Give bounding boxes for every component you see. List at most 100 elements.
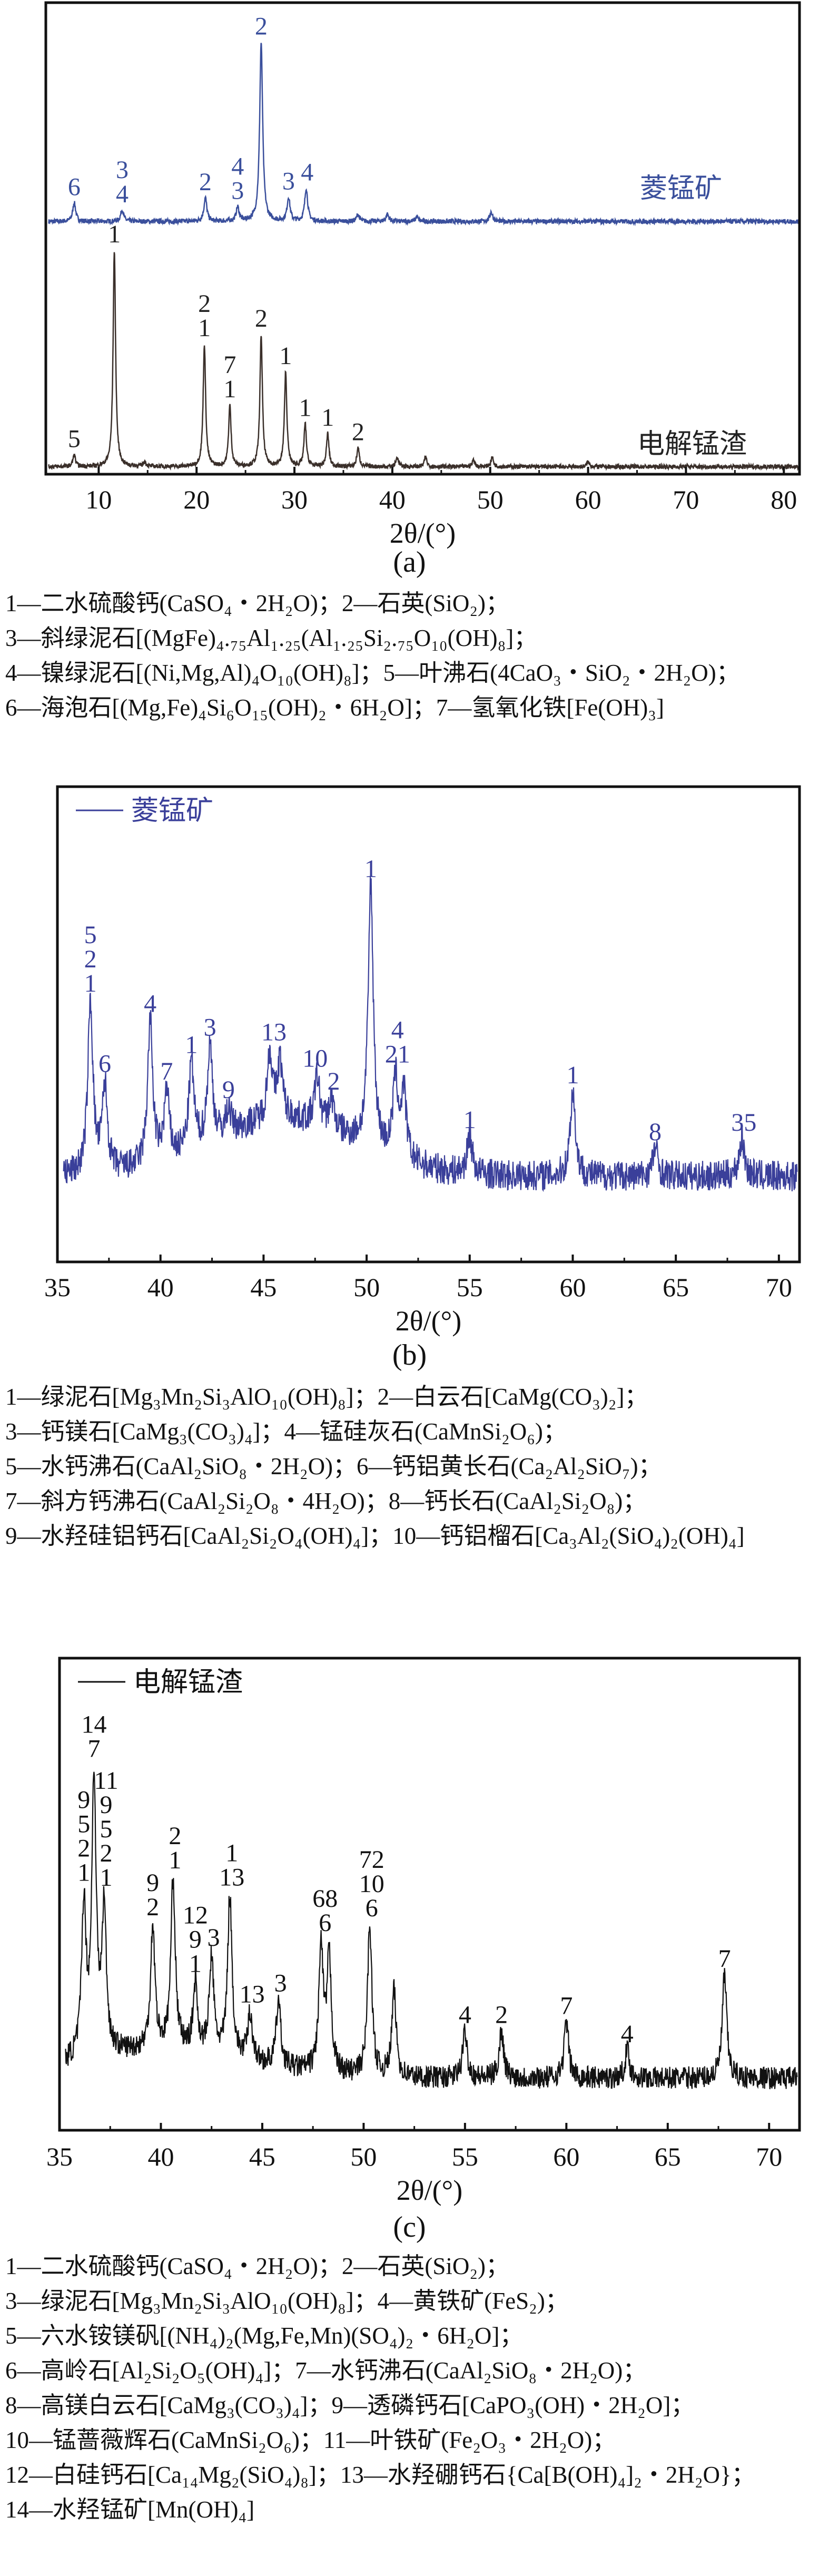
peak-label: 8	[649, 1118, 662, 1146]
series-label: 菱锰矿	[640, 173, 722, 204]
legend-line: 1—绿泥石[Mg₃Mn₂Si₃AlO₁₀(OH)₈]；2—白云石[CaMg(CO…	[5, 1384, 648, 1410]
peak-label: 4	[621, 2020, 634, 2048]
peak-label: 1	[185, 1031, 198, 1059]
x-tick-label: 40	[147, 2142, 174, 2171]
peak-label: 5	[77, 1810, 90, 1838]
peak-label: 2	[198, 290, 211, 318]
peak-label: 1	[225, 1839, 238, 1867]
peak-label: 1	[77, 1858, 90, 1886]
peak-label: 4	[391, 1016, 404, 1044]
peak-label: 1	[198, 314, 211, 342]
peak-label: 3	[116, 156, 129, 184]
x-tick-label: 55	[457, 1272, 483, 1302]
legend-b: 1—绿泥石[Mg₃Mn₂Si₃AlO₁₀(OH)₈]；2—白云石[CaMg(CO…	[5, 1379, 819, 1553]
peak-label: 13	[219, 1864, 244, 1892]
x-tick-label: 40	[379, 485, 406, 514]
peak-label: 35	[731, 1109, 756, 1137]
peak-label: 1	[100, 1864, 113, 1892]
peak-label: 1	[223, 375, 236, 403]
peak-label: 9	[189, 1925, 202, 1953]
peak-label: 14	[81, 1711, 106, 1739]
x-tick-label: 70	[756, 2142, 782, 2171]
peak-label: 4	[231, 152, 244, 180]
peak-label: 2	[255, 305, 268, 332]
peak-label: 11	[94, 1767, 118, 1795]
peak-label: 4	[301, 159, 313, 187]
peak-label: 2	[352, 418, 364, 446]
peak-label: 21	[385, 1041, 410, 1069]
x-tick-label: 60	[575, 485, 601, 514]
x-axis-label: 2θ/(°)	[396, 1305, 461, 1337]
legend-line: 1—二水硫酸钙(CaSO₄・2H₂O)；2—石英(SiO₂)；	[5, 590, 510, 616]
legend-c: 1—二水硫酸钙(CaSO₄・2H₂O)；2—石英(SiO₂)； 3—绿泥石[Mg₃…	[5, 2249, 819, 2527]
legend-line: 6—高岭石[Al₂Si₂O₅(OH)₄]；7—水钙沸石(CaAl₂SiO₈・2H…	[5, 2357, 647, 2384]
peak-label: 4	[116, 180, 129, 208]
peak-label: 10	[302, 1044, 328, 1072]
x-tick-label: 35	[46, 2142, 73, 2171]
peak-label: 1	[169, 1846, 181, 1874]
series-line-1	[48, 43, 800, 227]
panel-label-c: (c)	[393, 2211, 426, 2244]
peak-label: 1	[84, 969, 97, 997]
series-line-2	[48, 252, 799, 471]
peak-label: 3	[208, 1924, 220, 1952]
x-tick-label: 60	[559, 1272, 586, 1302]
peak-label: 1	[463, 1106, 476, 1134]
peak-label: 9	[146, 1869, 159, 1897]
peak-label: 6	[68, 173, 81, 201]
x-tick-label: 70	[766, 1272, 792, 1302]
legend-line: 5—水钙沸石(CaAl₂SiO₈・2H₂O)；6—钙铝黄长石(Ca₂Al₂SiO…	[5, 1453, 662, 1480]
series-line-1	[63, 876, 798, 1192]
plot-frame	[58, 1657, 801, 2132]
peak-label: 6	[98, 1050, 111, 1078]
peak-label: 2	[146, 1893, 159, 1921]
peak-label: 10	[359, 1870, 384, 1898]
legend-line: 10—锰蔷薇辉石(CaMnSi₂O₆)；11—叶铁矿(Fe₂O₃・2H₂O)；	[5, 2427, 616, 2453]
peak-label: 13	[261, 1018, 287, 1046]
peak-label: 7	[560, 1992, 573, 2020]
legend-label: 电解锰渣	[133, 1667, 243, 1698]
panel-label-a: (a)	[393, 546, 426, 579]
peak-label: 2	[495, 2001, 508, 2029]
peak-label: 6	[366, 1894, 378, 1922]
x-tick-label: 40	[147, 1272, 174, 1302]
x-tick-label: 55	[452, 2142, 478, 2171]
x-tick-label: 60	[553, 2142, 579, 2171]
peak-label: 2	[199, 168, 212, 196]
x-tick-label: 50	[477, 485, 504, 514]
peak-label: 7	[223, 351, 236, 379]
panel-label-b: (b)	[392, 1339, 427, 1372]
peak-label: 7	[160, 1057, 173, 1085]
peak-label: 7	[718, 1945, 731, 1973]
legend-label: 菱锰矿	[131, 795, 213, 827]
legend-line: 3—斜绿泥石[(MgFe)₄.₇₅Al₁.₂₅(Al₁.₂₅Si₂.₇₅O₁₀(…	[5, 625, 538, 651]
peak-label: 3	[231, 177, 244, 204]
legend-line: 8—高镁白云石[CaMg₃(CO₃)₄]；9—透磷钙石[CaPO₃(OH)・2H…	[5, 2392, 695, 2418]
peak-label: 5	[100, 1815, 113, 1843]
plot-frame	[56, 785, 801, 1263]
legend-line: 3—钙镁石[CaMg₃(CO₃)₄]；4—锰硅灰石(CaMnSi₂O₆)；	[5, 1418, 567, 1445]
peak-label: 5	[84, 921, 97, 949]
peak-label: 1	[279, 342, 292, 370]
legend-line: 1—二水硫酸钙(CaSO₄・2H₂O)；2—石英(SiO₂)；	[5, 2253, 510, 2279]
x-tick-label: 35	[44, 1272, 71, 1302]
peak-label: 1	[108, 220, 121, 248]
x-tick-label: 10	[85, 485, 112, 514]
legend-line: 5—六水铵镁矾[(NH₄)₂(Mg,Fe,Mn)(SO₄)₂・6H₂O]；	[5, 2323, 524, 2349]
peak-label: 9	[77, 1786, 90, 1814]
peak-label: 5	[68, 425, 81, 453]
peak-label: 1	[189, 1950, 202, 1977]
x-axis-label: 2θ/(°)	[390, 517, 456, 549]
x-tick-label: 20	[183, 485, 210, 514]
peak-label: 2	[84, 945, 97, 973]
peak-label: 68	[312, 1885, 338, 1913]
peak-label: 3	[274, 1969, 287, 1997]
peak-label: 72	[359, 1846, 384, 1874]
peak-label: 9	[222, 1076, 235, 1104]
peak-label: 1	[364, 855, 377, 883]
x-tick-label: 80	[771, 485, 797, 514]
peak-label: 9	[100, 1791, 113, 1819]
x-tick-label: 30	[281, 485, 308, 514]
peak-label: 2	[255, 13, 268, 41]
